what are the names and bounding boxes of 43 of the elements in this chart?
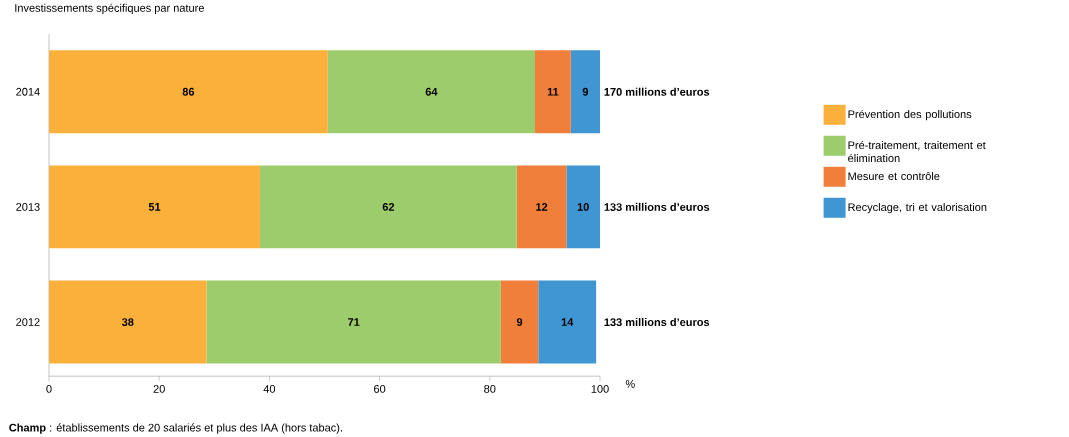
x-tick-label: 100 bbox=[591, 384, 609, 393]
bar bbox=[327, 50, 535, 134]
annotation: 64 bbox=[425, 87, 438, 96]
x-axis-title: % bbox=[625, 379, 635, 388]
bar bbox=[206, 280, 501, 364]
annotation: 14 bbox=[561, 318, 574, 326]
bar bbox=[534, 50, 571, 134]
annotation: 9 bbox=[516, 318, 523, 326]
x-tick-label: 60 bbox=[374, 384, 386, 393]
annotation: 11 bbox=[547, 87, 559, 96]
bar bbox=[49, 165, 261, 249]
bar bbox=[49, 50, 328, 134]
x-tick-label: 20 bbox=[153, 384, 165, 393]
annotation: 12 bbox=[536, 202, 548, 211]
x-tick-label: 80 bbox=[484, 384, 496, 393]
bar bbox=[566, 165, 600, 249]
annotation: 71 bbox=[348, 318, 360, 326]
legend-label: Pré-traitement, traitement et élimination bbox=[848, 140, 986, 162]
text: 133 millions d’euros bbox=[604, 202, 710, 211]
text: 170 millions d’euros bbox=[604, 87, 710, 96]
y-tick-label: 2012 bbox=[16, 318, 40, 326]
legend-label: Mesure et contrôle bbox=[848, 171, 940, 180]
annotation: 86 bbox=[182, 87, 195, 96]
bar bbox=[570, 50, 600, 134]
annotation: 51 bbox=[148, 202, 161, 211]
annotation: 10 bbox=[577, 202, 589, 211]
annotation: 62 bbox=[382, 202, 395, 211]
bar bbox=[538, 280, 597, 364]
y-tick-label: 2013 bbox=[16, 202, 40, 211]
chart-title: Investissements spécifiques par nature bbox=[15, 3, 204, 14]
x-tick-label: 0 bbox=[46, 384, 52, 393]
text: Champ : établissements de 20 salariés et plus des IAA (hors tabac). bbox=[9, 423, 342, 434]
bar bbox=[260, 165, 517, 249]
legend-label: Recyclage, tri et valorisation bbox=[848, 202, 987, 214]
text: 133 millions d’euros bbox=[604, 317, 710, 326]
annotation: 9 bbox=[582, 87, 589, 96]
bar bbox=[49, 280, 207, 364]
bar bbox=[500, 280, 539, 364]
x-tick-label: 40 bbox=[263, 384, 276, 393]
legend-label: Prévention des pollutions bbox=[848, 109, 972, 121]
y-tick-label: 2014 bbox=[16, 87, 40, 96]
annotation: 38 bbox=[121, 317, 134, 326]
bar bbox=[516, 165, 567, 249]
